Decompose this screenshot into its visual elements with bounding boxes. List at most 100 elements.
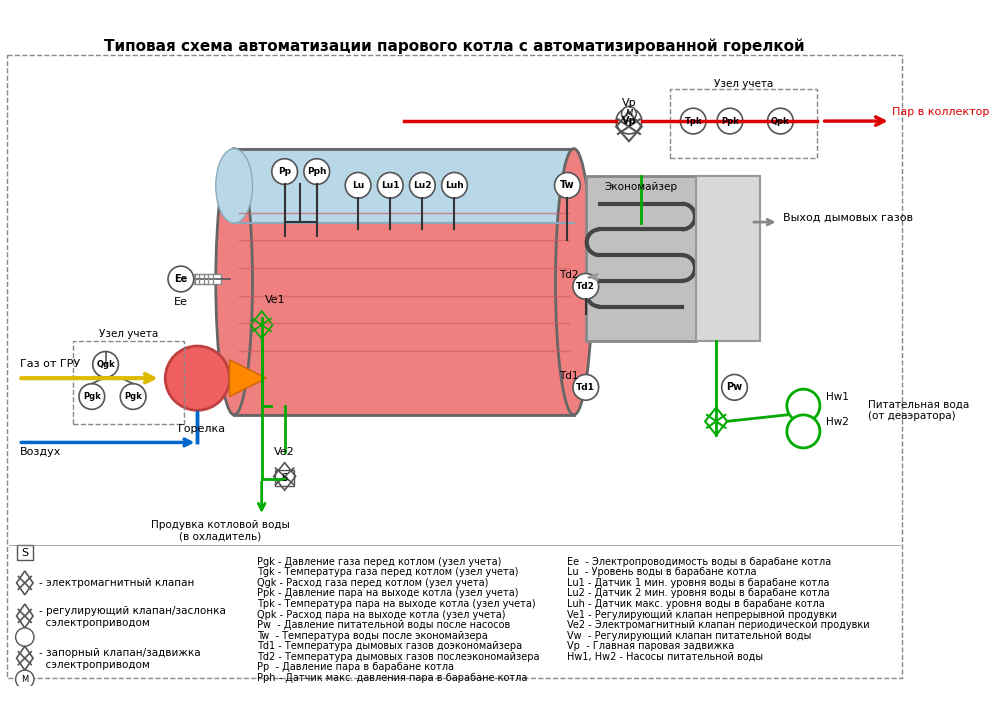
Bar [234, 149, 574, 223]
Text: Luh - Датчик макс. уровня воды в барабане котла: Luh - Датчик макс. уровня воды в барабан… [567, 599, 825, 609]
Circle shape [680, 108, 706, 134]
Polygon shape [230, 360, 266, 397]
Circle shape [346, 172, 371, 198]
Circle shape [616, 108, 642, 134]
Circle shape [304, 159, 330, 184]
Text: Ee  - Электропроводимость воды в барабане котла: Ee - Электропроводимость воды в барабане… [567, 557, 832, 567]
Text: Tw: Tw [560, 180, 575, 190]
Bar [17, 546, 33, 560]
Bar [234, 223, 574, 415]
Text: Tpk: Tpk [684, 117, 702, 126]
Text: Pgk: Pgk [125, 392, 142, 401]
Text: Ppk - Давление пара на выходе котла (узел учета): Ppk - Давление пара на выходе котла (узе… [257, 588, 519, 598]
Text: Ve1: Ve1 [265, 295, 286, 305]
Text: Td2 - Температура дымовых газов послеэкономайзера: Td2 - Температура дымовых газов послеэко… [257, 652, 540, 662]
Ellipse shape [216, 149, 252, 415]
Text: - запорный клапан/задвижка
  сэлектроприводом: - запорный клапан/задвижка сэлектроприво… [39, 649, 200, 670]
Circle shape [120, 384, 146, 410]
Text: Vw  - Регулирующий клапан питательной воды: Vw - Регулирующий клапан питательной вод… [567, 631, 812, 641]
Text: Lu1: Lu1 [381, 181, 399, 190]
Text: Pp  - Давление пара в барабане котла: Pp - Давление пара в барабане котла [257, 662, 454, 672]
Circle shape [16, 628, 34, 646]
Circle shape [79, 384, 105, 410]
Text: Выход дымовых газов: Выход дымовых газов [783, 212, 913, 222]
Text: Газ от ГРУ: Газ от ГРУ [20, 360, 80, 370]
Text: Типовая схема автоматизации парового котла с автоматизированной горелкой: Типовая схема автоматизации парового кот… [104, 38, 805, 54]
Bar [234, 149, 574, 415]
Bar [586, 176, 696, 342]
Text: Qgk - Расход газа перед котлом (узел учета): Qgk - Расход газа перед котлом (узел уче… [257, 578, 488, 588]
Ellipse shape [216, 149, 252, 223]
Text: Продувка котловой воды: Продувка котловой воды [151, 520, 290, 530]
Text: Lu2 - Датчик 2 мин. уровня воды в барабане котла: Lu2 - Датчик 2 мин. уровня воды в бараба… [567, 588, 830, 598]
Text: Горелка: Горелка [178, 424, 226, 434]
Text: Vp  - Главная паровая задвижка: Vp - Главная паровая задвижка [567, 641, 735, 651]
Text: Lu  - Уровень воды в барабане котла: Lu - Уровень воды в барабане котла [567, 567, 757, 577]
Circle shape [554, 172, 580, 198]
Text: Pgk - Давление газа перед котлом (узел учета): Pgk - Давление газа перед котлом (узел у… [257, 557, 502, 567]
Text: Pgk: Pgk [83, 392, 101, 401]
Text: Pp: Pp [278, 167, 291, 176]
Circle shape [93, 352, 119, 378]
Text: Qpk - Расход пара на выходе котла (узел учета): Qpk - Расход пара на выходе котла (узел … [257, 610, 506, 620]
Text: Ve1 - Регулирующий клапан непрерывной продувки: Ve1 - Регулирующий клапан непрерывной пр… [567, 610, 838, 620]
Circle shape [622, 107, 637, 121]
Ellipse shape [555, 149, 592, 415]
Text: M: M [21, 675, 29, 684]
Bar [194, 275, 222, 284]
Text: Pph: Pph [307, 167, 327, 176]
Text: Td2: Td2 [559, 270, 579, 280]
Text: Ee: Ee [174, 297, 188, 307]
Circle shape [442, 172, 467, 198]
Circle shape [573, 274, 599, 299]
Text: Lu2: Lu2 [413, 181, 432, 190]
Text: (в охладитель): (в охладитель) [179, 531, 261, 541]
Text: Ve2 - Электромагнитный клапан периодической продувки: Ve2 - Электромагнитный клапан периодичес… [567, 620, 870, 630]
Text: S: S [281, 473, 288, 483]
Circle shape [410, 172, 436, 198]
Bar [696, 176, 760, 342]
Text: Luh: Luh [446, 181, 464, 190]
Text: Ve2: Ve2 [274, 447, 295, 457]
Circle shape [573, 375, 599, 400]
Circle shape [722, 375, 747, 400]
Text: Lu: Lu [352, 181, 364, 190]
Text: Узел учета: Узел учета [99, 329, 158, 339]
Circle shape [767, 108, 793, 134]
Circle shape [272, 159, 297, 184]
Circle shape [168, 266, 194, 292]
Circle shape [787, 389, 820, 423]
Text: - электромагнитный клапан: - электромагнитный клапан [39, 578, 194, 588]
Text: Td1 - Температура дымовых газов доэкономайзера: Td1 - Температура дымовых газов доэконом… [257, 641, 522, 651]
Bar [275, 470, 294, 486]
Text: Hw1, Hw2 - Насосы питательной воды: Hw1, Hw2 - Насосы питательной воды [567, 652, 763, 662]
Text: Td1: Td1 [559, 371, 579, 381]
Text: Tgk - Температура газа перед котлом (узел учета): Tgk - Температура газа перед котлом (узе… [257, 567, 519, 577]
Text: Ppk: Ppk [721, 117, 739, 126]
Text: Tw  - Температура воды после экономайзера: Tw - Температура воды после экономайзера [257, 631, 488, 641]
Text: Пар в коллектор: Пар в коллектор [892, 107, 990, 117]
Text: Pw  - Давление питательной воды после насосов: Pw - Давление питательной воды после нас… [257, 620, 510, 630]
Text: Tpk - Температура пара на выходе котла (узел учета): Tpk - Температура пара на выходе котла (… [257, 599, 536, 609]
Text: Узел учета: Узел учета [714, 79, 773, 89]
Text: Воздух: Воздух [20, 447, 61, 457]
Text: Ee: Ee [174, 274, 187, 284]
Text: Qpk: Qpk [771, 117, 790, 126]
Text: Hw2: Hw2 [827, 418, 849, 428]
Text: Pw: Pw [727, 383, 742, 393]
Text: Td1: Td1 [576, 383, 595, 392]
Text: Vp: Vp [622, 98, 637, 108]
Text: - регулирующий клапан/заслонка
  сэлектроприводом: - регулирующий клапан/заслонка сэлектроп… [39, 606, 226, 628]
Text: M: M [626, 109, 633, 118]
Text: Pph - Датчик макс. давления пара в барабане котла: Pph - Датчик макс. давления пара в бараб… [257, 673, 528, 683]
Circle shape [787, 415, 820, 448]
Text: Vp: Vp [622, 116, 637, 126]
Circle shape [377, 172, 403, 198]
Circle shape [165, 346, 230, 410]
Text: Td2: Td2 [576, 282, 595, 291]
Text: Экономайзер: Экономайзер [604, 182, 677, 192]
Text: Lu1 - Датчик 1 мин. уровня воды в барабане котла: Lu1 - Датчик 1 мин. уровня воды в бараба… [567, 578, 830, 588]
Text: Hw1: Hw1 [827, 392, 849, 402]
Text: Qgk: Qgk [96, 360, 115, 369]
Circle shape [717, 108, 742, 134]
